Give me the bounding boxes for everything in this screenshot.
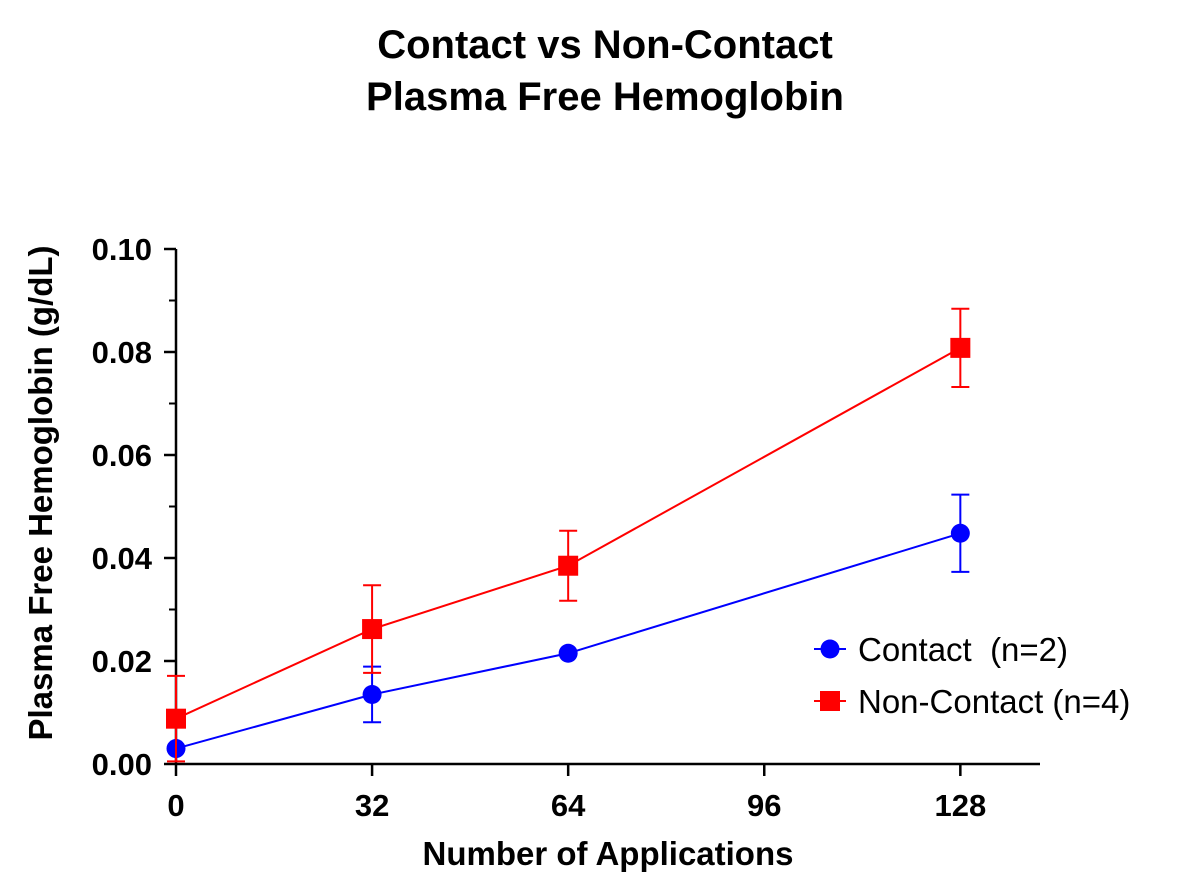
data-point [558,643,578,663]
series-contact [166,493,970,759]
series-line [175,532,961,750]
legend-marker [820,639,840,659]
data-point [950,523,970,543]
axes: 0.00 0.02 0.04 0.06 0.08 0.10 0 32 64 96 128 [92,232,1040,823]
x-tick-label: 64 [551,788,586,823]
series-line [175,347,961,720]
legend-marker [820,691,840,711]
x-tick-label: 0 [167,788,184,823]
data-point [166,708,186,729]
y-tick-label: 0.08 [92,335,152,370]
legend: Contact (n=2) Non-Contact (n=4) [814,631,1130,720]
legend-label: Contact (n=2) [858,631,1068,668]
x-tick-label: 96 [747,788,781,823]
y-tick-label: 0.04 [92,541,153,576]
data-point [362,619,383,640]
y-tick-label: 0.10 [92,232,152,267]
data-point [362,684,382,704]
legend-item-contact: Contact (n=2) [814,631,1068,668]
chart-title-line-2: Plasma Free Hemoglobin [366,75,844,119]
y-tick-label: 0.02 [92,644,152,679]
x-tick-label: 32 [355,788,389,823]
x-tick-label: 128 [934,788,986,823]
y-tick-label: 0.06 [92,438,152,473]
y-tick-label: 0.00 [92,747,152,782]
legend-label: Non-Contact (n=4) [858,683,1130,720]
y-axis-label: Plasma Free Hemoglobin (g/dL) [22,245,59,740]
data-point [950,337,971,358]
chart-title-line-1: Contact vs Non-Contact [377,23,833,67]
series-non-contact [166,307,971,763]
x-axis-label: Number of Applications [423,835,794,872]
data-point [558,555,579,576]
series-layer [166,307,971,763]
legend-item-non-contact: Non-Contact (n=4) [814,683,1130,720]
